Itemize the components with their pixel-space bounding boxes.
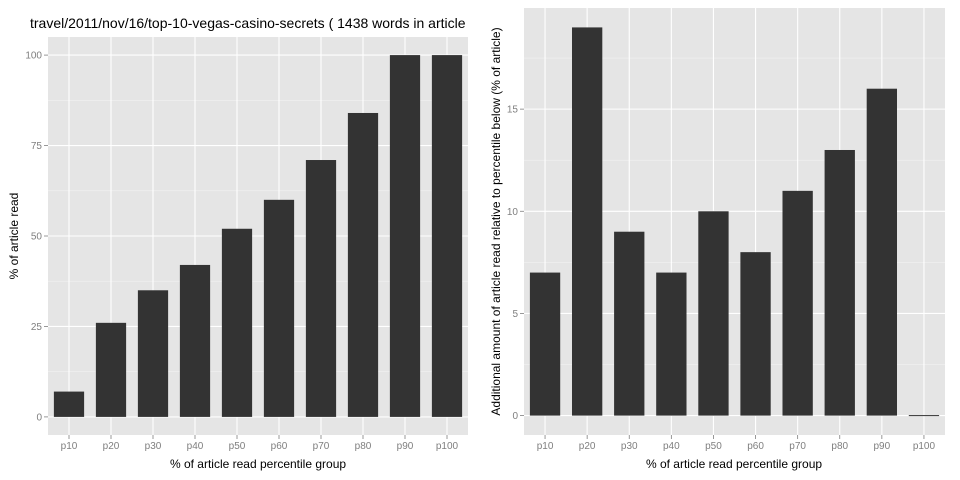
left-x-tick-label: p50 — [229, 441, 246, 452]
right-bar-p10 — [529, 272, 561, 416]
left-y-tick-label: 75 — [31, 141, 43, 152]
right-y-tick-label: 0 — [512, 411, 518, 422]
right-bar-p20 — [571, 27, 603, 416]
left-x-tick-label: p40 — [187, 441, 204, 452]
left-bar-p10 — [53, 391, 85, 417]
left-x-tick-label: p10 — [61, 441, 78, 452]
left-chart: 0 25 50 75 100 p10 p20 p30 p40 p50 p60 p70 p80 p90 p10… — [7, 15, 468, 471]
right-bar-p100 — [908, 415, 940, 417]
left-bar-p80 — [347, 112, 379, 417]
left-x-tick-label: p30 — [145, 441, 162, 452]
right-bar-p30 — [614, 231, 645, 416]
left-bar-p100 — [431, 55, 463, 417]
right-x-tick-label: p50 — [705, 441, 722, 452]
right-bar-p40 — [656, 272, 687, 416]
left-x-tick-label: p20 — [103, 441, 120, 452]
left-x-tick-label: p70 — [313, 441, 330, 452]
left-x-tick-label: p100 — [436, 441, 459, 452]
right-y-tick-label: 15 — [507, 105, 519, 116]
left-bar-p50 — [221, 228, 253, 417]
left-bar-p60 — [263, 199, 295, 417]
left-y-axis-title: % of article read — [7, 193, 21, 280]
right-x-tick-label: p40 — [663, 441, 680, 452]
left-bar-p70 — [305, 160, 337, 417]
right-bar-p90 — [866, 88, 898, 416]
left-chart-title: travel/2011/nov/16/top-10-vegas-casino-s… — [30, 15, 466, 31]
right-y-axis-title: Additional amount of article read relati… — [489, 27, 503, 415]
right-chart: 0 5 10 15 p10 p20 p30 p40 p50 p60 p70 p80 p90 p100 % o… — [489, 8, 945, 471]
left-y-tick-label: 0 — [36, 412, 42, 423]
left-x-tick-label: p60 — [271, 441, 288, 452]
right-x-tick-label: p100 — [913, 441, 936, 452]
right-bar-p80 — [824, 149, 855, 416]
left-bar-p40 — [179, 264, 211, 417]
right-bar-p70 — [782, 190, 813, 416]
right-x-tick-label: p20 — [579, 441, 596, 452]
right-x-tick-label: p30 — [621, 441, 638, 452]
left-bar-p90 — [389, 55, 421, 417]
right-x-tick-label: p60 — [747, 441, 764, 452]
left-x-tick-label: p80 — [355, 441, 372, 452]
left-x-tick-label: p90 — [397, 441, 414, 452]
right-y-tick-label: 5 — [512, 309, 518, 320]
right-x-axis-title: % of article read percentile group — [646, 457, 822, 471]
left-y-tick-label: 100 — [25, 51, 42, 62]
right-x-tick-label: p90 — [874, 441, 891, 452]
right-bar-p50 — [698, 211, 729, 416]
left-bar-p30 — [137, 290, 169, 417]
right-x-tick-label: p80 — [831, 441, 848, 452]
right-bar-p60 — [740, 252, 771, 416]
right-y-tick-label: 10 — [507, 207, 519, 218]
left-y-tick-label: 25 — [31, 322, 43, 333]
left-bar-p20 — [95, 322, 127, 417]
right-x-tick-label: p70 — [789, 441, 806, 452]
left-y-tick-label: 50 — [31, 232, 43, 243]
right-x-tick-label: p10 — [537, 441, 554, 452]
left-x-axis-title: % of article read percentile group — [170, 457, 346, 471]
